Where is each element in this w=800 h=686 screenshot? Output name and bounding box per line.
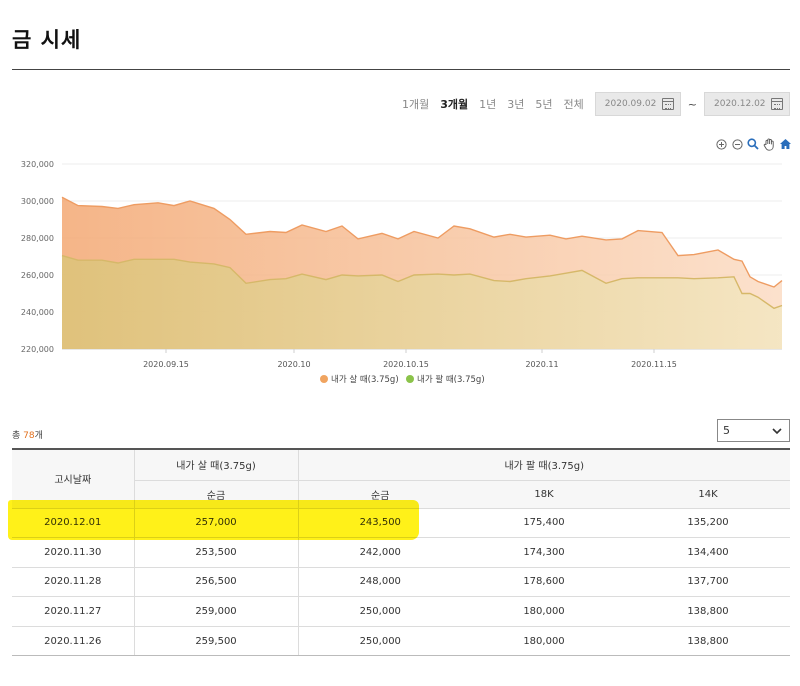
period-selector: 1개월 3개월 1년 3년 5년 전체 2020.09.02 ~ 2020.12… [402, 92, 790, 116]
table-row: 2020.11.30 253,500 242,000 174,300 134,4… [12, 537, 790, 568]
row-buy-pure: 256,500 [134, 567, 299, 598]
period-1-month-button[interactable]: 1개월 [402, 98, 430, 111]
row-date: 2020.11.28 [12, 567, 135, 598]
row-sell-14k: 137,700 [626, 567, 790, 598]
series-area-sell [62, 255, 782, 349]
header-buy-pure-gold: 순금 [134, 480, 299, 509]
calendar-icon[interactable] [771, 98, 783, 110]
row-sell-14k: 134,400 [626, 537, 790, 568]
end-date-value: 2020.12.02 [714, 99, 766, 109]
row-buy-pure: 257,000 [134, 508, 299, 539]
y-tick-label: 260,000 [21, 271, 54, 280]
table-row: 2020.11.28 256,500 248,000 178,600 137,7… [12, 567, 790, 598]
row-buy-pure: 259,000 [134, 596, 299, 627]
period-all-button[interactable]: 전체 [563, 98, 584, 111]
magnifier-icon[interactable] [746, 137, 760, 151]
legend-label: 내가 살 때(3.75g) [331, 374, 399, 385]
y-tick-label: 240,000 [21, 308, 54, 317]
header-buy: 내가 살 때(3.75g) [134, 448, 299, 481]
total-suffix: 개 [34, 431, 43, 441]
total-count: 총 78개 [12, 428, 43, 441]
row-date: 2020.12.01 [12, 508, 135, 539]
y-tick-label: 280,000 [21, 234, 54, 243]
row-buy-pure: 253,500 [134, 537, 299, 568]
row-sell-18k: 174,300 [462, 537, 626, 568]
row-date: 2020.11.30 [12, 537, 135, 568]
table-row: 2020.11.27 259,000 250,000 180,000 138,8… [12, 596, 790, 627]
x-tick-label: 2020.11.15 [631, 360, 677, 369]
row-sell-pure: 250,000 [298, 596, 462, 627]
y-tick-label: 300,000 [21, 197, 54, 206]
start-date-value: 2020.09.02 [604, 99, 657, 109]
period-3-month-button[interactable]: 3개월 [440, 98, 469, 111]
row-date: 2020.11.27 [12, 596, 135, 627]
header-sell-18k: 18K [462, 480, 626, 509]
row-buy-pure: 259,500 [134, 626, 299, 657]
row-sell-pure: 250,000 [298, 626, 462, 657]
page-title: 금 시세 [12, 28, 82, 52]
calendar-icon[interactable] [661, 98, 674, 110]
series-line-buy [61, 196, 783, 288]
y-tick-label: 220,000 [21, 345, 54, 354]
row-sell-14k: 138,800 [626, 626, 790, 657]
legend-marker [406, 375, 414, 383]
row-date: 2020.11.26 [12, 626, 135, 657]
x-tick-label: 2020.11 [525, 360, 558, 369]
hand-icon[interactable] [762, 137, 776, 151]
page-size-select[interactable]: 5 [717, 419, 790, 442]
home-icon[interactable] [778, 137, 792, 151]
start-date-field[interactable]: 2020.09.02 [594, 92, 681, 116]
row-sell-18k: 180,000 [462, 596, 626, 627]
table-row: 2020.12.01 257,000 243,500 175,400 135,2… [12, 508, 790, 539]
chart-toolbar [714, 137, 792, 151]
page-size-value: 5 [723, 424, 730, 437]
x-tick-label: 2020.10 [277, 360, 310, 369]
price-table: 고시날짜 내가 살 때(3.75g) 내가 팔 때(3.75g) 순금 순금 1… [12, 448, 790, 657]
series-line-sell [61, 254, 783, 310]
end-date-field[interactable]: 2020.12.02 [704, 92, 790, 116]
zoom-in-icon[interactable] [714, 137, 728, 151]
chevron-down-icon [771, 425, 783, 440]
row-sell-18k: 175,400 [462, 508, 626, 539]
header-date: 고시날짜 [12, 448, 135, 509]
row-sell-pure: 242,000 [298, 537, 462, 568]
row-sell-pure: 248,000 [298, 567, 462, 598]
header-sell-pure-gold: 순금 [298, 480, 462, 509]
total-count-value: 78 [23, 431, 35, 441]
period-1-year-button[interactable]: 1년 [479, 98, 497, 111]
row-sell-14k: 138,800 [626, 596, 790, 627]
table-row: 2020.11.26 259,500 250,000 180,000 138,8… [12, 626, 790, 657]
row-sell-pure: 243,500 [298, 508, 462, 539]
total-prefix: 총 [12, 431, 24, 441]
header-sell: 내가 팔 때(3.75g) [298, 448, 790, 481]
period-5-year-button[interactable]: 5년 [535, 98, 553, 111]
row-sell-14k: 135,200 [626, 508, 790, 539]
zoom-out-icon[interactable] [730, 137, 744, 151]
x-tick-label: 2020.09.15 [143, 360, 189, 369]
legend-marker [320, 375, 328, 383]
price-chart: 220,000 240,000 260,000 280,000 300,000 320,0… [21, 160, 783, 385]
x-tick-label: 2020.10.15 [383, 360, 429, 369]
row-sell-18k: 180,000 [462, 626, 626, 657]
title-divider [12, 69, 790, 70]
period-3-year-button[interactable]: 3년 [507, 98, 525, 111]
header-sell-14k: 14K [626, 480, 790, 509]
y-tick-label: 320,000 [21, 160, 54, 169]
row-sell-18k: 178,600 [462, 567, 626, 598]
legend-label: 내가 팔 때(3.75g) [417, 374, 485, 385]
date-range-separator: ~ [687, 97, 697, 111]
